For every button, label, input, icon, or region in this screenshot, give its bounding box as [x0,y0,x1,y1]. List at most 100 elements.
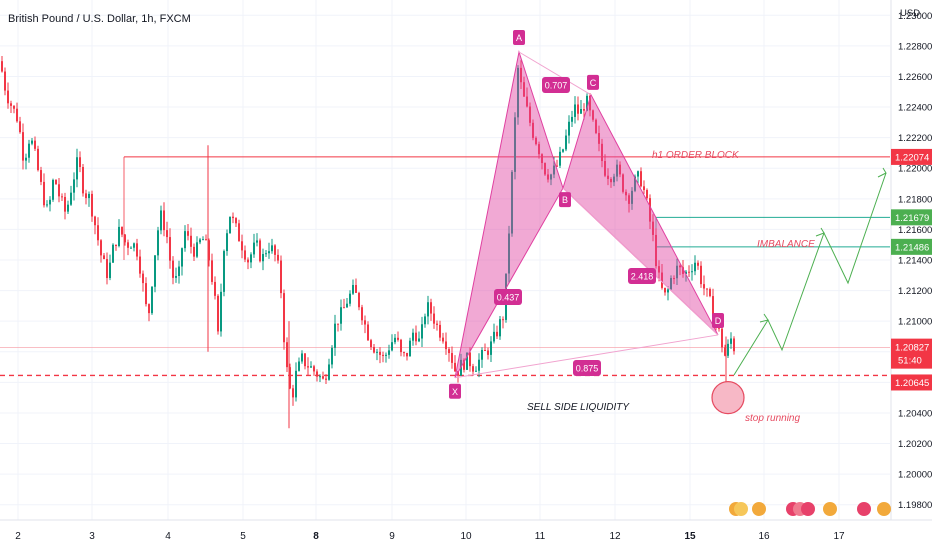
candle-body [217,295,219,332]
event-flag-icon[interactable] [857,502,871,516]
arrowhead-icon [877,167,887,178]
x-tick-label: 2 [15,531,21,542]
y-tick-label: 1.23000 [898,11,932,22]
candle-body [112,244,114,263]
candle-body [211,260,213,282]
candle-body [34,140,36,149]
candle-body [523,82,525,97]
candle-body [316,371,318,377]
candle-body [16,108,18,122]
candle-body [7,90,9,104]
candle-body [271,245,273,252]
bar-countdown-text: 51:40 [898,356,922,367]
candle-body [241,241,243,251]
candle-body [700,265,702,285]
event-flag-icon[interactable] [877,502,891,516]
annotation-text: h1 ORDER BLOCK [652,150,740,161]
candle-body [247,259,249,263]
candle-body [418,338,420,342]
candle-body [637,171,639,177]
candle-body [88,193,90,199]
time-axis[interactable]: 2 3 4 5 8 9 10 11 12 15 16 17 [15,531,845,542]
pattern-ratio-badge [573,360,601,376]
x-tick-label: 5 [240,531,246,542]
candle-body [433,313,435,324]
candle-body [631,190,633,204]
candle-body [103,255,105,260]
candle-body [73,179,75,193]
candle-body [130,247,132,249]
candle-body [358,292,360,308]
candle-body [55,179,57,185]
candle-body [559,151,561,166]
candle-body [466,352,468,370]
event-flag-icon[interactable] [752,502,766,516]
candle-body [664,287,666,293]
candle-body [502,319,504,321]
candle-body [169,237,171,261]
price-badge [891,374,932,391]
pattern-point-label [513,30,525,45]
candle-body [532,122,534,138]
event-flag-icon[interactable] [823,502,837,516]
candle-body [340,307,342,324]
x-tick-label: 4 [165,531,171,542]
candle-body [538,144,540,155]
candle-body [337,323,339,325]
candle-body [295,370,297,398]
candle-body [322,376,324,379]
candle-body [622,174,624,192]
candle-body [31,140,33,144]
arrowhead-icon [759,313,769,323]
candle-body [427,302,429,317]
candle-body [496,331,498,337]
candle-body [484,349,486,351]
candle-body [469,352,471,367]
pattern-point-text: C [590,78,597,88]
pattern-point-label [449,383,461,399]
candle-body [214,281,216,296]
candle-body [178,266,180,276]
candle-body [160,210,162,231]
candle-body [97,225,99,241]
candle-body [70,192,72,205]
candle-body [115,244,117,247]
candle-body [493,331,495,342]
price-badge-text: 1.22074 [895,152,929,163]
pattern-point-text: D [715,316,722,326]
candle-body [4,71,6,91]
candle-body [355,284,357,293]
economic-events[interactable] [729,502,891,516]
event-flag-icon[interactable] [734,502,748,516]
candle-body [199,239,201,243]
candle-body [133,243,135,248]
candle-body [367,324,369,341]
y-tick-label: 1.20400 [898,408,932,419]
candle-body [733,338,735,352]
candle-body [298,361,300,371]
price-badge-text: 1.21679 [895,213,929,224]
candle-body [58,184,60,197]
candle-body [52,179,54,200]
x-tick-label: 10 [460,531,472,542]
candle-body [409,340,411,357]
candle-body [595,119,597,134]
candle-body [412,332,414,341]
candle-body [454,362,456,372]
candle-body [277,254,279,261]
candle-body [172,260,174,278]
x-tick-label: 8 [313,531,319,542]
candle-body [634,176,636,191]
candle-body [613,176,615,183]
candle-body [394,337,396,343]
candle-body [259,240,261,262]
pattern-ratio-text: 0.707 [545,81,568,91]
candle-body [382,354,384,356]
candle-body [583,109,585,111]
candle-body [562,149,564,152]
candle-body [373,347,375,353]
event-flag-icon[interactable] [801,502,815,516]
candle-body [106,259,108,279]
